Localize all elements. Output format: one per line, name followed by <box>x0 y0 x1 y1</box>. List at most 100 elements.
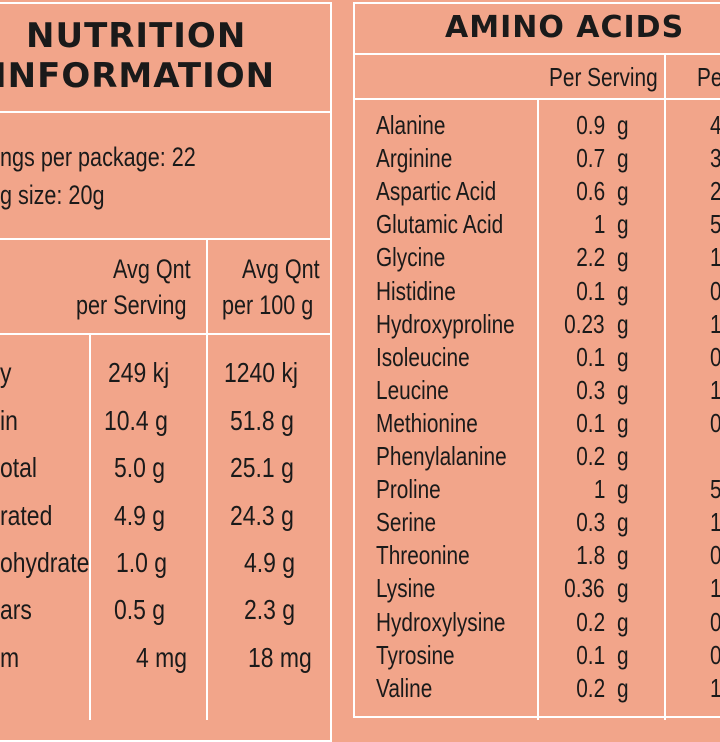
amino-row-per100: 0 <box>710 540 720 571</box>
amino-row-per100: 0 <box>710 342 720 373</box>
amino-row-unit: g <box>617 573 629 603</box>
amino-row-name: Proline <box>376 474 441 504</box>
amino-row-per100: 1 <box>710 375 720 406</box>
amino-row-name: Leucine <box>376 375 449 405</box>
amino-row-per100: 0 <box>710 640 720 671</box>
amino-row-name: Methionine <box>376 408 478 438</box>
amino-row-value: 0.9 <box>576 110 605 140</box>
amino-col-divider-1 <box>537 98 539 720</box>
nutrition-label-divider <box>89 333 91 720</box>
amino-row-unit: g <box>617 176 629 206</box>
amino-row-per100: 3 <box>710 143 720 174</box>
amino-row-per100: 11 <box>710 242 720 272</box>
amino-row-value: 0.36 <box>564 573 605 603</box>
amino-row-value: 0.2 <box>576 673 605 703</box>
nutrition-row-per100: 4.9 g <box>244 547 296 578</box>
nutrition-row-per100: 24.3 g <box>230 500 294 531</box>
amino-row-name: Glycine <box>376 242 446 272</box>
nutrition-row-per100: 2.3 g <box>244 594 296 625</box>
amino-row-name: Serine <box>376 507 437 537</box>
nutrition-col-divider <box>206 238 208 720</box>
amino-row-unit: g <box>617 110 629 140</box>
amino-divider-title <box>355 53 720 55</box>
nutrition-row-serving: 1.0 g <box>116 547 168 578</box>
amino-row-unit: g <box>617 673 629 703</box>
amino-row-value: 0.1 <box>576 342 605 372</box>
nutrition-divider-title <box>0 111 330 113</box>
amino-row-value: 0.3 <box>576 507 605 537</box>
amino-row-value: 2.2 <box>576 242 605 272</box>
nutrition-divider-header <box>0 333 330 335</box>
amino-row-value: 0.6 <box>576 176 605 206</box>
nutrition-row-label: ohydrate <box>0 547 90 578</box>
amino-row-per100: 5 <box>710 209 720 240</box>
col2-header-line2: per 100 g <box>222 290 314 320</box>
amino-row-value: 1.8 <box>576 540 605 570</box>
amino-row-per100: 0 <box>710 408 720 439</box>
amino-row-unit: g <box>617 143 629 173</box>
amino-row-name: Threonine <box>376 540 470 570</box>
amino-row-name: Glutamic Acid <box>376 209 504 239</box>
amino-row-name: Phenylalanine <box>376 441 507 471</box>
amino-header-serving: Per Serving <box>549 62 658 92</box>
amino-row-name: Hydroxyproline <box>376 309 515 339</box>
amino-row-name: Alanine <box>376 110 446 140</box>
amino-row-unit: g <box>617 507 629 537</box>
amino-row-value: 0.23 <box>564 309 605 339</box>
amino-row-name: Valine <box>376 673 433 703</box>
amino-row-value: 0.7 <box>576 143 605 173</box>
amino-row-value: 1 <box>593 474 605 504</box>
amino-row-name: Hydroxylysine <box>376 607 506 637</box>
amino-row-name: Histidine <box>376 276 456 306</box>
amino-row-per100: 4 <box>710 110 720 141</box>
nutrition-row-label: y <box>0 357 12 388</box>
amino-panel <box>353 2 720 718</box>
amino-header-per100: Pe <box>697 62 720 92</box>
col1-header-line1: Avg Qnt <box>113 254 191 284</box>
amino-row-name: Arginine <box>376 143 453 173</box>
amino-row-unit: g <box>617 276 629 306</box>
amino-row-unit: g <box>617 441 629 471</box>
nutrition-title-line2: INFORMATION <box>0 56 276 96</box>
nutrition-row-serving: 249 kj <box>108 357 170 388</box>
amino-row-value: 0.1 <box>576 640 605 670</box>
nutrition-row-per100: 51.8 g <box>230 405 294 436</box>
amino-row-value: 0.2 <box>576 441 605 471</box>
nutrition-row-serving: 4.9 g <box>114 500 166 531</box>
amino-row-value: 0.1 <box>576 276 605 306</box>
nutrition-row-serving: 4 mg <box>136 642 188 673</box>
amino-row-per100: 0 <box>710 607 720 638</box>
nutrition-divider-servings <box>0 238 330 240</box>
amino-row-unit: g <box>617 209 629 239</box>
nutrition-row-serving: 10.4 g <box>104 405 168 436</box>
nutrition-row-label: otal <box>0 452 38 483</box>
amino-row-unit: g <box>617 309 629 339</box>
amino-row-per100: 5 <box>710 474 720 505</box>
nutrition-row-per100: 1240 kj <box>224 357 299 388</box>
nutrition-row-label: m <box>0 642 20 673</box>
amino-row-value: 0.2 <box>576 607 605 637</box>
serving-size: g size: 20g <box>0 180 105 210</box>
amino-row-name: Isoleucine <box>376 342 470 372</box>
amino-row-value: 1 <box>593 209 605 239</box>
nutrition-title-line1: NUTRITION <box>26 16 247 56</box>
amino-row-unit: g <box>617 242 629 272</box>
amino-col-divider-2 <box>664 55 666 720</box>
col2-header-line1: Avg Qnt <box>242 254 320 284</box>
amino-row-unit: g <box>617 540 629 570</box>
nutrition-row-serving: 5.0 g <box>114 452 166 483</box>
amino-row-per100: 1 <box>710 507 720 538</box>
amino-title: AMINO ACIDS <box>445 10 685 45</box>
amino-row-value: 0.1 <box>576 408 605 438</box>
amino-row-per100: 1 <box>710 573 720 604</box>
amino-row-unit: g <box>617 342 629 372</box>
nutrition-row-label: ars <box>0 594 32 625</box>
col1-header-line2: per Serving <box>76 290 187 320</box>
amino-row-per100: 0 <box>710 276 720 307</box>
amino-row-name: Aspartic Acid <box>376 176 497 206</box>
nutrition-row-label: rated <box>0 500 53 531</box>
nutrition-row-serving: 0.5 g <box>114 594 166 625</box>
amino-row-unit: g <box>617 640 629 670</box>
amino-row-per100: 1 <box>710 673 720 704</box>
servings-per-package: ngs per package: 22 <box>0 142 196 172</box>
